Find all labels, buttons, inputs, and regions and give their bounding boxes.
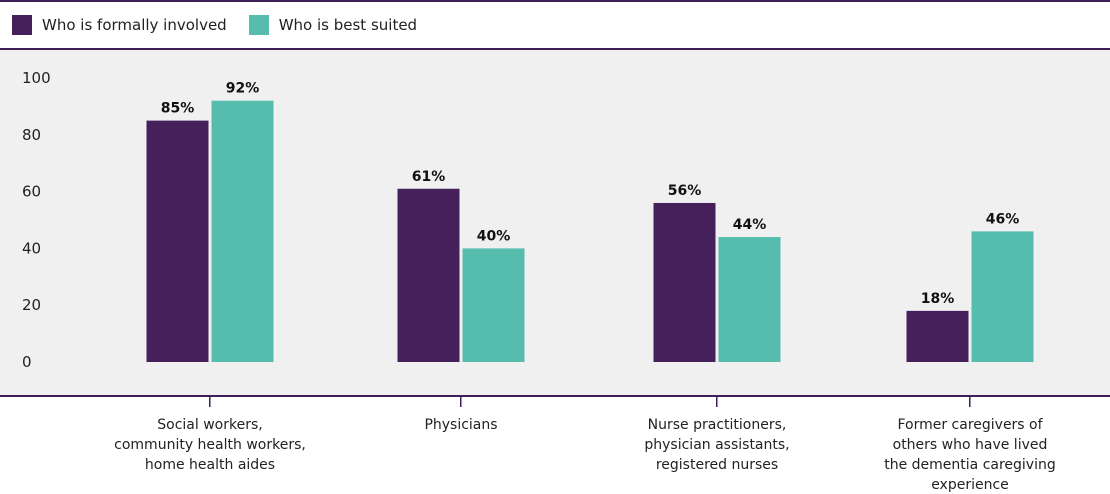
data-label: 85%: [161, 101, 195, 117]
y-tick-label: 0: [22, 353, 32, 371]
data-label: 18%: [921, 291, 955, 307]
legend-swatch-formally-involved: [12, 15, 32, 35]
category-label: experience: [931, 477, 1009, 493]
y-tick-label: 40: [22, 239, 41, 257]
legend: Who is formally involved Who is best sui…: [12, 15, 439, 35]
category-label: Former caregivers of: [897, 417, 1043, 433]
data-label: 44%: [733, 217, 767, 233]
category-label: community health workers,: [114, 437, 306, 453]
bar: [462, 248, 525, 362]
legend-label-formally-involved: Who is formally involved: [42, 16, 227, 34]
bar: [146, 120, 209, 362]
y-tick-label: 20: [22, 296, 41, 314]
legend-label-best-suited: Who is best suited: [278, 16, 418, 34]
category-label: Nurse practitioners,: [648, 417, 787, 433]
y-tick-label: 100: [22, 69, 51, 87]
category-label: physician assistants,: [644, 437, 789, 453]
data-label: 56%: [668, 183, 702, 199]
data-label: 40%: [477, 228, 511, 244]
category-label: the dementia caregiving: [884, 457, 1056, 473]
category-tick: [209, 397, 211, 407]
data-label: 46%: [986, 211, 1020, 227]
category-tick: [716, 397, 718, 407]
bar: [718, 237, 781, 362]
category-tick: [460, 397, 462, 407]
y-tick-label: 80: [22, 126, 41, 144]
category-label: Social workers,: [157, 417, 262, 433]
bar: [971, 231, 1034, 362]
panel-bottom-rule: [0, 395, 1110, 397]
bar: [653, 202, 716, 362]
legend-swatch-best-suited: [248, 15, 269, 35]
category-tick: [969, 397, 971, 407]
category-label: registered nurses: [656, 457, 778, 473]
data-label: 92%: [226, 81, 260, 97]
bar: [906, 310, 969, 362]
top-rule: [0, 0, 1110, 2]
category-label: Physicians: [424, 417, 497, 433]
bar: [211, 100, 274, 362]
panel-top-rule: [0, 48, 1110, 50]
data-label: 61%: [412, 169, 446, 185]
y-tick-label: 60: [22, 183, 41, 201]
legend-item-formally-involved: Who is formally involved: [12, 15, 227, 35]
category-label: home health aides: [145, 457, 275, 473]
category-label: others who have lived: [893, 437, 1048, 453]
bar: [397, 188, 460, 362]
legend-item-best-suited: Who is best suited: [248, 15, 418, 35]
